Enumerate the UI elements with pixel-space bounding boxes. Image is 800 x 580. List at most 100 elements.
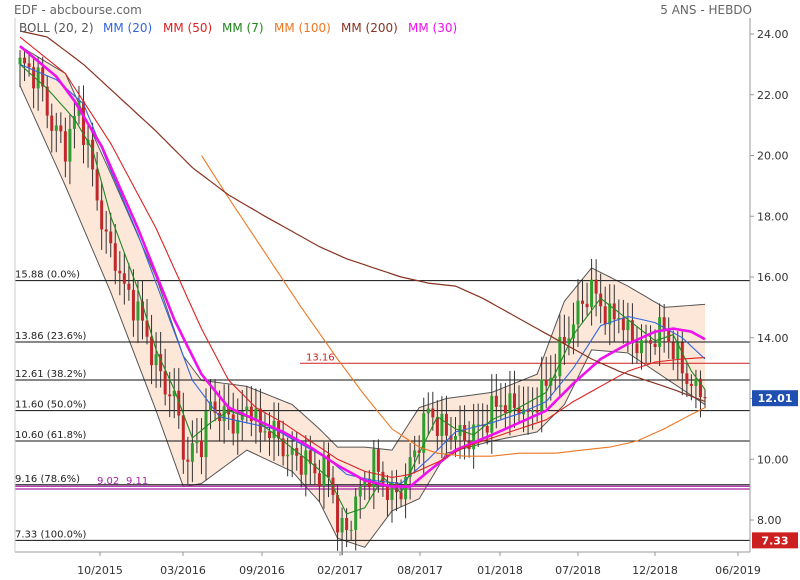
fib-label-3: 11.60 (50.0%) [15,400,86,411]
line-mm-30 [19,45,706,488]
candle-65 [313,449,317,485]
fib-label-6: 7.33 (100.0%) [15,529,86,540]
candle-19 [104,211,108,254]
legend-mm20: MM (20) [103,21,153,35]
candle-58 [281,420,285,466]
x-tick-label-7: 12/2018 [632,564,678,577]
candle-73 [349,520,353,541]
candle-29 [150,314,154,385]
y-tick-label-0: 24.00 [757,28,789,41]
candle-37 [186,436,190,484]
candle-23 [122,253,126,305]
x-tick-label-8: 06/2019 [715,564,761,577]
candle-132 [617,299,621,334]
legend-mm50: MM (50) [163,21,213,35]
candle-130 [608,284,612,346]
x-tick-label-5: 01/2018 [477,564,523,577]
candle-127 [594,259,598,317]
bollinger-lower-line [19,85,706,548]
fib-label-2: 12.61 (38.2%) [15,369,86,380]
bollinger-upper-line [19,45,706,451]
candle-10 [63,117,67,178]
moving-average-lines [19,30,706,515]
candle-124 [581,279,585,324]
fib-label-4: 10.60 (61.8%) [15,430,86,441]
candle-76 [363,470,367,500]
candle-14 [82,85,86,164]
x-tick-label-6: 07/2018 [555,564,601,577]
candle-121 [567,316,571,356]
chart-period-label: 5 ANS - HEBDO [660,3,752,17]
candle-106 [499,383,503,420]
x-tick-label-3: 02/2017 [317,564,363,577]
legend-mm7: MM (7) [222,21,264,35]
chart-source-label: EDF - abcbourse.com [14,3,142,17]
candle-137 [639,324,643,370]
candle-116 [544,356,548,409]
candle-38 [190,420,194,483]
candle-107 [503,382,507,428]
candle-17 [95,151,99,211]
candle-85 [404,463,408,519]
legend-mm100: MM (100) [274,21,331,35]
x-tick-label-2: 09/2016 [239,564,285,577]
candle-89 [422,397,426,474]
candle-110 [517,385,521,424]
candle-122 [571,302,575,355]
candle-68 [326,442,330,498]
candle-74 [354,488,358,551]
candle-142 [662,304,666,353]
candle-18 [100,182,104,250]
x-tick-label-4: 08/2017 [397,564,443,577]
candle-144 [671,330,675,371]
bollinger-band [19,45,706,548]
x-tick-label-1: 03/2016 [160,564,206,577]
legend-mm30: MM (30) [408,21,458,35]
candle-149 [694,369,698,409]
candlesticks [18,49,707,556]
candle-8 [54,112,58,153]
y-tick-label-3: 18.00 [757,210,789,223]
candle-105 [494,373,498,429]
candle-20 [109,212,113,258]
candle-3 [32,57,36,109]
candle-50 [245,385,249,424]
candle-104 [490,374,494,454]
y-tick-label-2: 20.00 [757,150,789,163]
candle-77 [367,470,371,501]
candle-87 [413,435,417,474]
candle-140 [653,329,657,355]
candle-30 [154,332,158,388]
candle-1 [23,49,27,82]
candle-35 [177,368,181,429]
last-price-label: 12.01 [758,392,793,405]
candle-28 [145,299,149,345]
candle-136 [635,326,639,364]
legend-boll: BOLL (20, 2) [19,21,94,35]
candle-92 [435,400,439,451]
candle-41 [204,388,208,480]
candle-52 [254,388,258,444]
candle-138 [644,324,648,363]
line-mm-50 [19,36,706,479]
line-mm-200 [19,30,706,403]
candle-126 [590,258,594,326]
candle-133 [621,299,625,344]
legend-mm200: MM (200) [341,21,398,35]
candle-62 [299,440,303,488]
candle-151 [703,389,707,409]
candle-75 [358,477,362,519]
candle-40 [199,418,203,475]
candle-48 [236,398,240,455]
candle-32 [163,348,167,406]
last-price-badge [752,390,798,407]
candle-43 [213,379,217,422]
candle-7 [50,103,54,153]
y-tick-label-4: 16.00 [757,271,789,284]
candle-86 [408,443,412,500]
candle-146 [680,331,684,396]
candle-108 [508,370,512,436]
min-price-label: 7.33 [761,534,788,547]
fib-label-0: 15.88 (0.0%) [15,270,80,281]
